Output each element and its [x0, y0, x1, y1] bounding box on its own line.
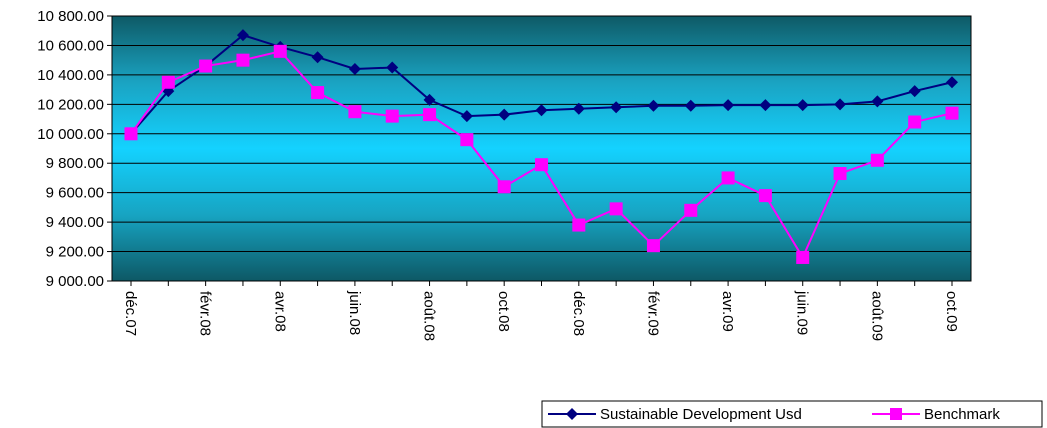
data-point-square [684, 203, 698, 217]
data-point-diamond [460, 110, 473, 123]
plot-area [111, 15, 972, 282]
legend-label: Sustainable Development Usd [600, 406, 802, 423]
data-point-diamond [684, 99, 697, 112]
series-group [124, 29, 959, 264]
data-point-diamond [834, 98, 847, 111]
x-tick-label: avr.08 [271, 291, 288, 332]
data-point-diamond [871, 95, 884, 108]
data-point-diamond [722, 99, 735, 112]
x-tick-label: juin.08 [346, 290, 363, 335]
y-tick-label: 10 200.00 [37, 96, 104, 113]
data-point-diamond [759, 99, 772, 112]
legend-box [541, 400, 1043, 428]
legend-marker-diamond [566, 408, 578, 420]
data-point-square [273, 44, 287, 58]
data-point-square [833, 167, 847, 181]
data-point-diamond [796, 99, 809, 112]
data-point-square [124, 127, 138, 141]
data-point-square [646, 239, 660, 253]
data-point-square [535, 158, 548, 172]
data-point-diamond [423, 93, 436, 106]
data-point-square [721, 171, 735, 185]
data-point-diamond [647, 99, 660, 112]
x-tick-label: juin.09 [794, 290, 811, 335]
data-point-diamond [908, 85, 921, 98]
data-point-diamond [236, 29, 249, 42]
data-point-square [423, 108, 437, 122]
legend-label: Benchmark [924, 406, 1000, 423]
data-point-diamond [610, 101, 623, 114]
x-tick-label: août.09 [868, 291, 885, 341]
data-point-diamond [498, 108, 511, 121]
legend-marker-square [890, 408, 902, 420]
data-point-square [609, 202, 623, 216]
x-tick-label: déc.07 [122, 291, 139, 336]
data-point-square [161, 75, 175, 89]
x-tick-label: févr.09 [644, 291, 661, 336]
data-point-square [908, 115, 922, 129]
data-point-diamond [946, 76, 958, 89]
data-point-diamond [535, 104, 548, 117]
data-point-square [870, 153, 884, 167]
data-point-square [348, 105, 362, 119]
data-point-square [497, 180, 511, 194]
x-tick-label: août.08 [421, 291, 438, 341]
y-tick-label: 9 400.00 [46, 214, 104, 231]
data-point-square [385, 109, 399, 123]
data-point-diamond [311, 51, 324, 64]
x-axis-tick-labels: déc.07 févr.08 avr.08 juin.08 août.08 oct.08 d… [122, 281, 960, 341]
y-tick-label: 10 000.00 [37, 126, 104, 143]
data-point-square [796, 250, 810, 264]
legend: Sustainable Development Usd Benchmark [541, 400, 1043, 428]
x-tick-label: avr.09 [719, 291, 736, 332]
y-axis-tick-labels: 9 000.00 9 200.00 9 400.00 9 600.00 9 800.00… [37, 8, 112, 290]
data-point-square [758, 189, 772, 203]
x-tick-label: déc.08 [570, 291, 587, 336]
data-point-square [236, 53, 250, 67]
data-point-square [572, 218, 586, 232]
x-tick-label: févr.08 [197, 291, 214, 336]
data-point-diamond [572, 102, 585, 115]
y-tick-label: 9 600.00 [46, 185, 104, 202]
x-tick-label: oct.09 [943, 291, 960, 332]
y-tick-label: 9 200.00 [46, 244, 104, 261]
y-tick-label: 10 800.00 [37, 8, 104, 25]
data-point-square [311, 86, 325, 100]
y-tick-label: 9 000.00 [46, 273, 104, 290]
y-tick-label: 10 400.00 [37, 67, 104, 84]
y-tick-label: 9 800.00 [46, 155, 104, 172]
data-point-square [199, 59, 213, 73]
x-tick-label: oct.08 [495, 291, 512, 332]
data-point-square [460, 133, 474, 147]
data-point-square [945, 106, 959, 120]
y-tick-label: 10 600.00 [37, 37, 104, 54]
data-point-diamond [386, 61, 399, 74]
data-point-diamond [348, 63, 361, 75]
